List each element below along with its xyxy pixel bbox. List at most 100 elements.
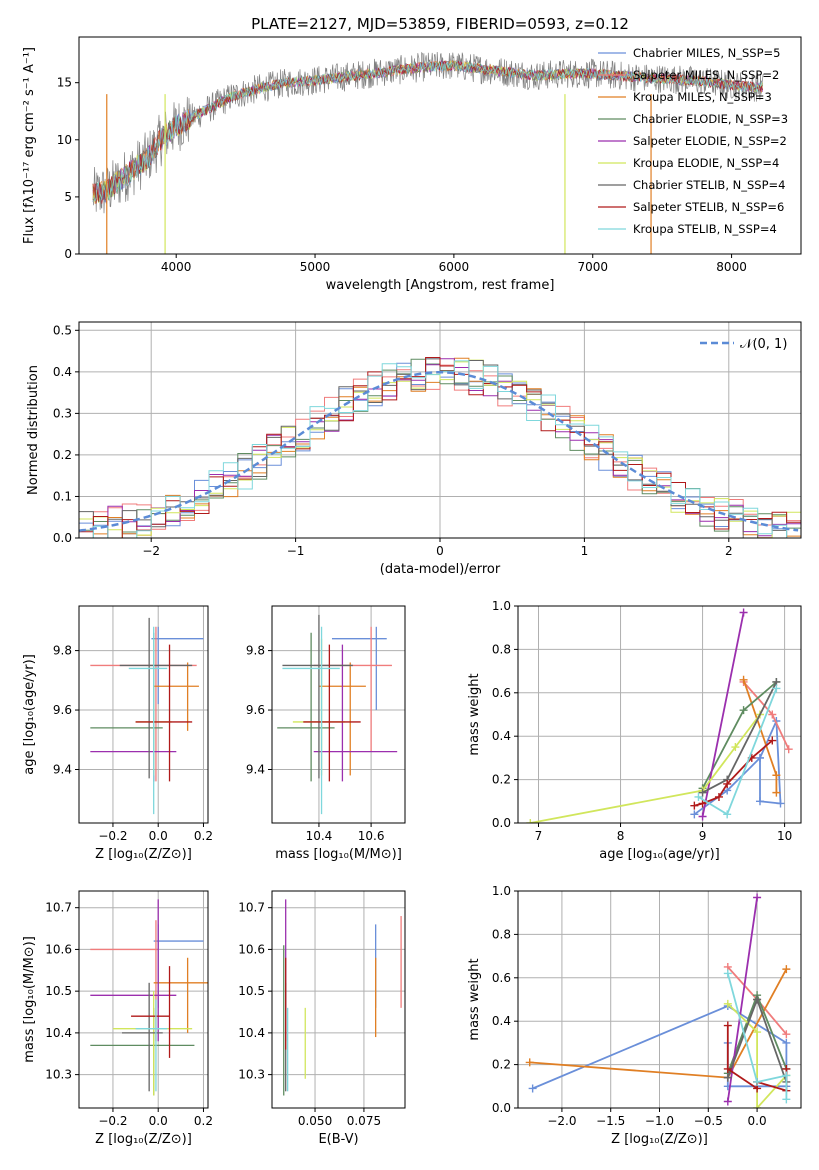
legend-entry: Chabrier STELIB, N_SSP=4: [633, 178, 785, 192]
x-axis-label: Z [log₁₀(Z/Z⊙)]: [611, 1132, 708, 1147]
y-tick-label: 0.2: [53, 448, 72, 462]
x-tick-label: 10: [777, 829, 792, 843]
y-axis-label: mass weight: [467, 673, 482, 755]
x-tick-label: 0.0: [748, 1114, 767, 1128]
weight-marker: [723, 999, 732, 1008]
x-tick-label: −1: [287, 544, 305, 558]
axes-box: [78, 890, 209, 1109]
chart-marks: [92, 51, 764, 254]
y-tick-label: 10: [57, 133, 72, 147]
y-axis-label: age [log₁₀(age/yr)]: [22, 654, 37, 775]
x-tick-label: 0.2: [194, 1114, 213, 1128]
weight-marker: [753, 1104, 762, 1108]
x-tick-label: 7: [535, 829, 543, 843]
y-axis-label: Normed distribution: [26, 365, 41, 495]
y-tick-label: 10.7: [238, 901, 265, 915]
axes-box: [271, 605, 406, 824]
spectrum-legend: Chabrier MILES, N_SSP=5 Salpeter MILES, N…: [598, 46, 788, 236]
axes-frame: 4000 5000 6000 7000 8000 0 5 10 15 wavelength [An…: [22, 36, 802, 293]
mass-vs-extinction-panel: 0.050 0.075 10.3 10.4 10.5 10.6 10.7 E(B-V): [238, 890, 406, 1147]
y-tick-label: 10.3: [45, 1068, 72, 1082]
weight-marker: [753, 1028, 762, 1037]
legend-entry: Kroupa ELODIE, N_SSP=4: [633, 156, 779, 170]
chart-marks: [277, 614, 398, 815]
x-tick-label: 0.0: [149, 1114, 168, 1128]
y-tick-label: 0.8: [492, 642, 511, 656]
axes-frame: 10.4 10.6 9.4 9.6 9.8 mass [log₁₀(M/M⊙)]: [246, 605, 406, 862]
y-tick-label: 10.5: [45, 984, 72, 998]
residual-histogram-7: [79, 357, 801, 538]
weight-marker: [739, 706, 748, 715]
chart-marks: [526, 608, 793, 823]
y-tick-label: 10.7: [45, 901, 72, 915]
y-tick-label: 0: [64, 247, 72, 261]
y-tick-label: 1.0: [492, 599, 511, 613]
x-tick-label: −0.5: [694, 1114, 723, 1128]
chart-marks: [283, 899, 402, 1096]
residual-histogram-5: [79, 359, 801, 538]
weight-marker: [528, 1084, 537, 1093]
weight-marker: [526, 819, 535, 823]
weight-marker: [723, 779, 732, 788]
weight-marker: [723, 1073, 732, 1082]
y-tick-label: 9.4: [53, 762, 72, 776]
weight-marker: [755, 797, 764, 806]
weight-marker: [782, 1071, 791, 1080]
x-tick-label: 5000: [300, 260, 331, 274]
chart-marks: [525, 893, 791, 1108]
y-tick-label: 0.2: [492, 1058, 511, 1072]
weight-marker: [698, 799, 707, 808]
y-tick-label: 0.4: [53, 365, 72, 379]
weight-vs-age-panel: 7 8 9 10 0.0 0.2 0.4 0.6 0.8 1.0 age [log₁₀(age/yr…: [467, 599, 802, 862]
x-tick-label: 1: [581, 544, 589, 558]
axes-box: [78, 605, 209, 824]
y-tick-label: 10.6: [45, 942, 72, 956]
x-tick-label: −2: [142, 544, 160, 558]
weight-marker: [784, 745, 793, 754]
weight-marker: [753, 1077, 762, 1086]
y-tick-label: 0.0: [492, 816, 511, 830]
weight-marker: [755, 753, 764, 762]
x-tick-label: 0.0: [149, 829, 168, 843]
chart-marks: [90, 899, 208, 1096]
residual-histogram-panel: −2 −1 0 1 2 0.0 0.1 0.2 0.3 0.4 0.5 (data-model)/er…: [26, 321, 802, 577]
y-tick-label: 0.6: [492, 971, 511, 985]
x-tick-label: 0.2: [194, 829, 213, 843]
x-tick-label: 0: [436, 544, 444, 558]
legend-entry: Chabrier MILES, N_SSP=5: [633, 46, 780, 60]
axes-frame: 0.050 0.075 10.3 10.4 10.5 10.6 10.7 E(B-V): [238, 890, 406, 1147]
weight-marker: [723, 969, 732, 978]
weight-series-4: [726, 897, 758, 1102]
y-tick-label: 9.4: [246, 762, 265, 776]
weight-marker: [694, 792, 703, 801]
x-tick-label: 0.050: [298, 1114, 332, 1128]
x-axis-label: age [log₁₀(age/yr)]: [599, 847, 720, 862]
legend-entry: Kroupa MILES, N_SSP=3: [633, 90, 772, 104]
figure-title: PLATE=2127, MJD=53859, FIBERID=0593, z=0…: [251, 15, 629, 33]
y-axis-label: mass weight: [467, 958, 482, 1040]
x-axis-label: E(B-V): [318, 1132, 358, 1147]
legend-entry: Kroupa STELIB, N_SSP=4: [633, 222, 777, 236]
weight-marker: [698, 812, 707, 821]
weight-marker: [768, 710, 777, 719]
x-axis-label: wavelength [Angstrom, rest frame]: [326, 278, 555, 293]
weight-marker: [723, 1097, 732, 1106]
weight-series-5: [727, 1003, 788, 1108]
y-tick-label: 0.0: [53, 531, 72, 545]
weight-marker: [723, 810, 732, 819]
y-tick-label: 10.5: [238, 984, 265, 998]
y-axis-label: Flux [fλ10⁻¹⁷ erg cm⁻² s⁻¹ A⁻¹]: [22, 47, 37, 244]
axes-box: [271, 890, 406, 1109]
axes-frame: 7 8 9 10 0.0 0.2 0.4 0.6 0.8 1.0 age [log₁₀(age/yr…: [467, 599, 802, 862]
weight-marker: [723, 1021, 732, 1030]
weight-marker: [772, 788, 781, 797]
y-tick-label: 0.1: [53, 489, 72, 503]
chart-marks: [90, 617, 204, 815]
y-tick-label: 5: [64, 190, 72, 204]
axes-box: [517, 605, 802, 824]
axes-frame: −0.2 0.0 0.2 9.4 9.6 9.8 Z [log₁₀(Z/Z⊙)] age [l…: [22, 605, 213, 862]
weight-marker: [782, 1030, 791, 1039]
mass-vs-metallicity-panel: −0.2 0.0 0.2 10.3 10.4 10.5 10.6 10.7 Z [log₁₀(Z…: [22, 890, 213, 1147]
axes-frame: −2 −1 0 1 2 0.0 0.1 0.2 0.3 0.4 0.5 (data-model)/er…: [26, 321, 802, 577]
